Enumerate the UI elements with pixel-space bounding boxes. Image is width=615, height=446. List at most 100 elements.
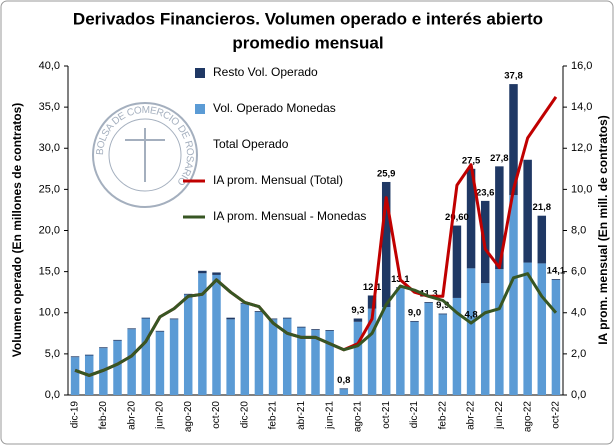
bar: [169, 318, 179, 320]
data-label: 14,1: [547, 266, 566, 277]
bar: [466, 168, 476, 269]
bar: [282, 318, 292, 395]
bar: [353, 318, 363, 322]
bar: [495, 269, 504, 395]
bar: [339, 388, 349, 390]
y2-tick-label: 2,0: [571, 348, 586, 360]
y2-tick-label: 14,0: [571, 101, 592, 113]
x-tick-label: feb-22: [437, 401, 448, 430]
bar: [509, 84, 518, 196]
x-tick-label: ago-20: [183, 401, 194, 433]
x-tick-label: dic-21: [409, 401, 420, 429]
bar: [509, 195, 518, 395]
data-label: 4,8: [464, 310, 477, 321]
bar: [268, 319, 278, 395]
x-tick-label: oct-22: [551, 401, 562, 429]
data-label: 12,1: [363, 282, 382, 293]
y-tick-label: 40,0: [39, 60, 60, 72]
bar: [70, 357, 80, 395]
bar: [523, 262, 532, 395]
data-label: 9,3: [351, 305, 364, 316]
bar: [297, 326, 306, 328]
y-axis-title: Volumen operado (En millones de contrato…: [10, 103, 24, 357]
bar: [240, 303, 250, 395]
bar: [183, 293, 193, 295]
bar: [353, 321, 363, 395]
x-tick-label: feb-21: [268, 401, 279, 430]
bar: [367, 308, 377, 395]
legend-label: Total Operado: [213, 137, 289, 151]
legend-swatch: [195, 68, 205, 78]
bar: [452, 297, 462, 395]
y-tick-label: 35,0: [39, 101, 60, 113]
bar: [169, 319, 179, 395]
y-tick-label: 0,0: [45, 389, 60, 401]
x-tick-label: jun-20: [155, 401, 166, 430]
bar: [537, 263, 547, 395]
data-label: 9,9: [436, 300, 449, 311]
x-tick-label: dic-19: [70, 401, 81, 429]
bar: [410, 320, 419, 322]
x-tick-label: abr-22: [466, 401, 477, 430]
bar: [424, 302, 433, 303]
x-tick-label: jun-21: [324, 401, 335, 430]
bar: [70, 356, 80, 358]
bar: [495, 166, 504, 270]
bar: [438, 314, 448, 395]
data-label: 37,8: [504, 71, 523, 82]
bar: [480, 283, 490, 395]
bar: [198, 270, 207, 274]
data-label: 11,3: [420, 289, 438, 300]
x-tick-label: ago-21: [353, 401, 364, 433]
bar: [226, 317, 235, 320]
bar: [155, 331, 165, 395]
data-label: 9,0: [408, 307, 421, 318]
chart-title: Derivados Financieros. Volumen operado e…: [73, 9, 543, 28]
bar: [183, 294, 193, 395]
data-label: 0,8: [337, 375, 350, 386]
bar: [537, 215, 547, 264]
x-tick-label: oct-20: [211, 401, 222, 429]
bar: [268, 318, 278, 320]
x-tick-label: oct-21: [381, 401, 392, 429]
data-label: 21,8: [533, 202, 552, 213]
bar: [254, 311, 264, 312]
bar: [226, 319, 235, 395]
bar: [325, 330, 334, 331]
bar: [410, 321, 419, 395]
legend-swatch: [195, 104, 205, 114]
data-label: 20,60: [445, 212, 469, 223]
bar: [212, 274, 221, 395]
watermark: BOLSA DE COMERCIO DE ROSARIO: [92, 102, 198, 208]
bar: [311, 329, 320, 331]
x-tick-label: abr-21: [296, 401, 307, 430]
y2-tick-label: 16,0: [571, 60, 592, 72]
bar: [127, 329, 136, 395]
bar: [141, 318, 151, 395]
bar: [381, 306, 391, 395]
bar: [212, 272, 221, 275]
bar: [297, 327, 306, 395]
bar: [311, 330, 320, 395]
bar: [438, 313, 448, 315]
bar: [141, 317, 151, 319]
bar: [339, 389, 349, 395]
x-tick-label: jun-22: [494, 401, 505, 430]
legend-label: IA prom. Mensual (Total): [213, 173, 343, 187]
data-label: 25,9: [377, 168, 396, 179]
bar: [198, 273, 207, 395]
bar: [113, 339, 122, 341]
y-tick-label: 30,0: [39, 142, 60, 154]
y2-tick-label: 0,0: [571, 389, 586, 401]
x-tick-label: dic-20: [239, 401, 250, 429]
legend-label: Resto Vol. Operado: [213, 65, 318, 79]
line: [74, 272, 558, 377]
data-label: 27,5: [462, 155, 481, 166]
y2-tick-label: 8,0: [571, 224, 586, 236]
bar: [551, 279, 561, 395]
x-tick-label: abr-20: [126, 401, 137, 430]
bar: [396, 288, 405, 395]
bar: [424, 302, 433, 395]
y-tick-label: 5,0: [45, 348, 60, 360]
data-label: 27,8: [490, 153, 509, 164]
